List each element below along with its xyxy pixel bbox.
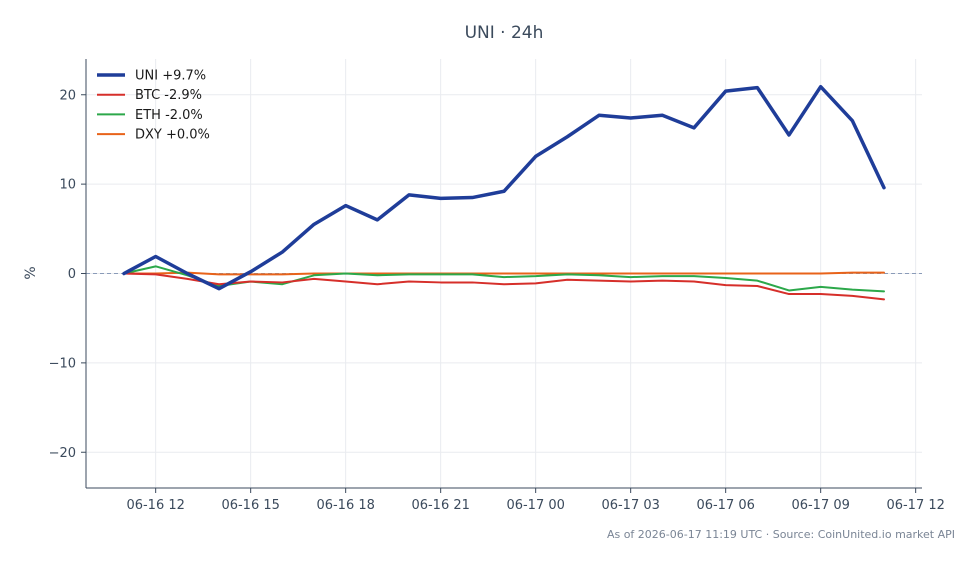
y-tick-label: 0 <box>68 267 76 282</box>
series-lines <box>122 84 886 301</box>
x-tick-label: 06-16 18 <box>316 498 374 513</box>
series-line <box>123 272 885 301</box>
source-footer: As of 2026-06-17 11:19 UTC · Source: Coi… <box>606 528 955 541</box>
y-ticks: 20 10 0 −10 −20 <box>49 88 86 461</box>
y-tick-label: 10 <box>59 178 76 193</box>
x-tick-label: 06-16 12 <box>126 498 184 513</box>
chart-title: UNI · 24h <box>465 23 544 43</box>
x-tick-label: 06-17 09 <box>791 498 849 513</box>
x-tick-label: 06-16 15 <box>221 498 279 513</box>
series-line <box>122 84 886 291</box>
x-ticks: 06-16 12 06-16 15 06-16 18 06-16 21 06-17 00… <box>126 488 945 513</box>
x-tick-label: 06-16 21 <box>411 498 469 513</box>
y-axis-label: % <box>23 266 39 279</box>
x-tick-label: 06-17 00 <box>506 498 564 513</box>
x-tick-label: 06-17 03 <box>601 498 659 513</box>
legend-label: ETH -2.0% <box>135 108 203 123</box>
x-tick-label: 06-17 12 <box>886 498 944 513</box>
legend: UNI +9.7% BTC -2.9% ETH -2.0% DXY +0.0% <box>97 69 210 143</box>
y-tick-label: −10 <box>49 356 76 371</box>
x-tick-label: 06-17 06 <box>696 498 754 513</box>
series-line <box>123 271 885 276</box>
y-tick-label: −20 <box>49 446 76 461</box>
legend-label: UNI +9.7% <box>135 69 206 84</box>
legend-label: DXY +0.0% <box>135 128 210 143</box>
y-tick-label: 20 <box>59 88 76 103</box>
legend-label: BTC -2.9% <box>135 88 202 103</box>
